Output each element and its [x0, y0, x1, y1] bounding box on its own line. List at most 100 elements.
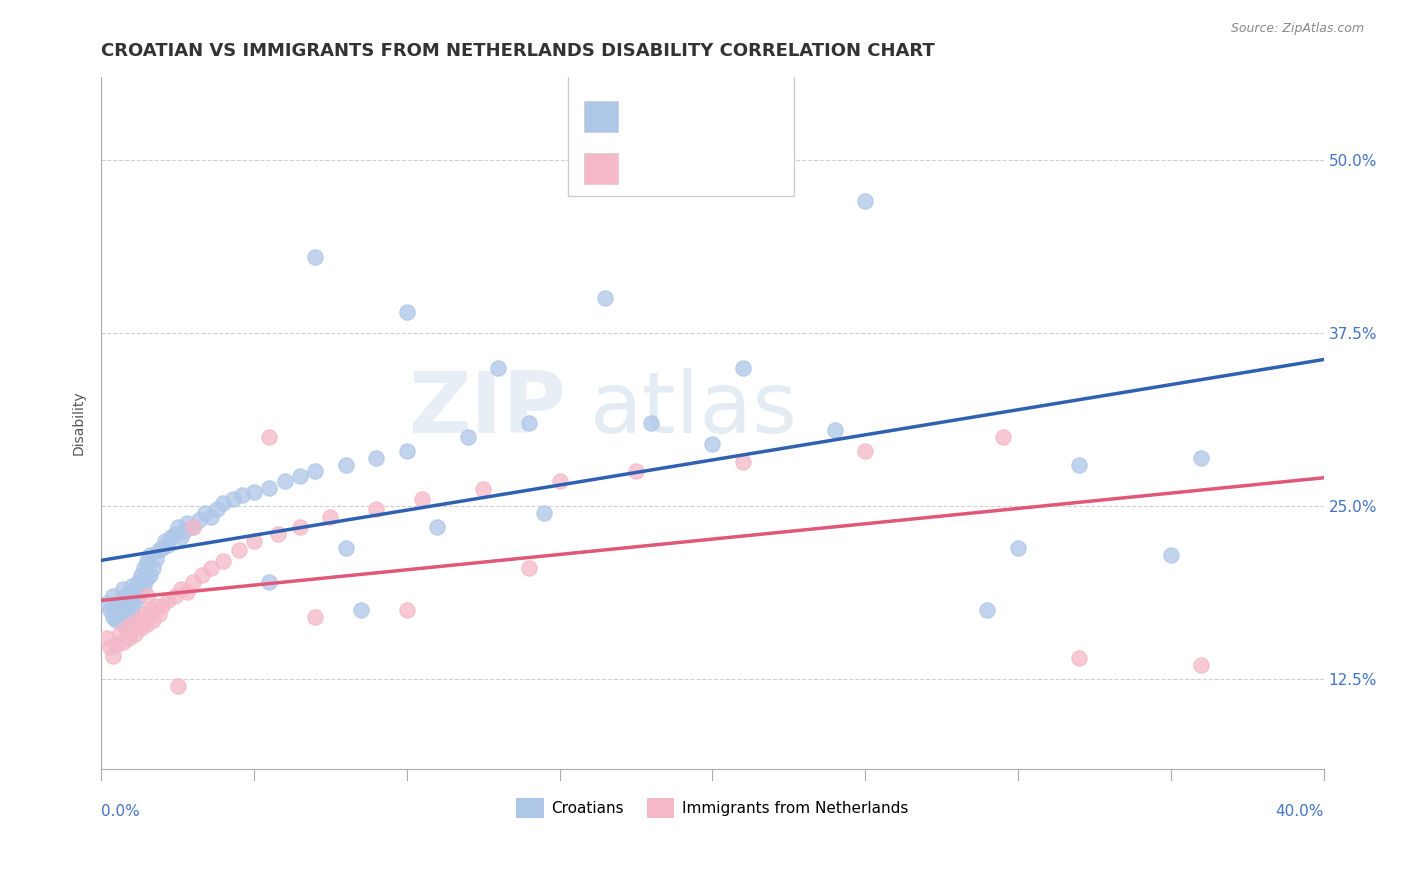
Text: 40.0%: 40.0% — [1275, 804, 1323, 819]
Point — [243, 485, 266, 500]
Point — [127, 613, 149, 627]
Point — [169, 582, 191, 597]
Point — [142, 561, 165, 575]
Point — [243, 533, 266, 548]
Text: atlas: atlas — [591, 368, 799, 450]
Point — [103, 610, 125, 624]
Point — [100, 640, 122, 655]
Point — [517, 561, 540, 575]
Point — [111, 603, 134, 617]
Point — [114, 589, 136, 603]
Point — [731, 455, 754, 469]
Point — [136, 554, 159, 568]
Point — [624, 465, 647, 479]
Point — [853, 443, 876, 458]
Point — [148, 607, 170, 621]
Point — [169, 530, 191, 544]
Point — [824, 423, 846, 437]
Point — [114, 621, 136, 635]
Point — [207, 501, 229, 516]
Point — [426, 520, 449, 534]
Point — [731, 360, 754, 375]
Point — [166, 679, 188, 693]
Point — [127, 575, 149, 590]
Point — [105, 613, 128, 627]
Legend: Croatians, Immigrants from Netherlands: Croatians, Immigrants from Netherlands — [510, 792, 915, 824]
Point — [231, 488, 253, 502]
Point — [304, 610, 326, 624]
Point — [108, 626, 131, 640]
Point — [105, 638, 128, 652]
Point — [108, 593, 131, 607]
Text: Source: ZipAtlas.com: Source: ZipAtlas.com — [1230, 22, 1364, 36]
Text: N = 79: N = 79 — [728, 105, 796, 124]
Point — [267, 526, 290, 541]
Point — [124, 596, 146, 610]
Text: 0.0%: 0.0% — [101, 804, 141, 819]
Point — [111, 635, 134, 649]
Point — [411, 492, 433, 507]
Point — [228, 543, 250, 558]
Point — [1069, 651, 1091, 665]
Point — [395, 603, 418, 617]
Point — [319, 510, 342, 524]
Point — [136, 589, 159, 603]
Point — [124, 626, 146, 640]
Point — [366, 450, 388, 465]
Point — [136, 571, 159, 585]
Point — [1189, 658, 1212, 673]
Point — [259, 575, 281, 590]
Point — [181, 575, 204, 590]
Point — [148, 543, 170, 558]
Point — [150, 541, 173, 555]
Point — [221, 492, 243, 507]
Point — [103, 589, 125, 603]
Point — [640, 416, 662, 430]
Point — [111, 582, 134, 597]
Point — [1189, 450, 1212, 465]
Point — [259, 481, 281, 495]
Point — [1160, 548, 1182, 562]
Point — [114, 599, 136, 613]
Point — [472, 483, 495, 497]
Point — [991, 430, 1014, 444]
Point — [488, 360, 510, 375]
Y-axis label: Disability: Disability — [72, 391, 86, 455]
Point — [139, 548, 162, 562]
Point — [163, 589, 186, 603]
FancyBboxPatch shape — [583, 101, 619, 132]
Point — [191, 568, 214, 582]
FancyBboxPatch shape — [568, 71, 794, 196]
Point — [173, 524, 195, 538]
Point — [304, 465, 326, 479]
FancyBboxPatch shape — [583, 153, 619, 184]
Point — [200, 510, 222, 524]
Point — [157, 538, 180, 552]
Point — [212, 496, 235, 510]
Point — [702, 436, 724, 450]
Point — [136, 616, 159, 631]
Point — [160, 530, 183, 544]
Point — [212, 554, 235, 568]
Text: ZIP: ZIP — [408, 368, 565, 450]
Point — [517, 416, 540, 430]
Point — [111, 616, 134, 631]
Point — [132, 561, 155, 575]
Point — [129, 568, 152, 582]
Point — [127, 589, 149, 603]
Point — [142, 613, 165, 627]
Point — [121, 603, 143, 617]
Point — [100, 603, 122, 617]
Point — [457, 430, 479, 444]
Point — [533, 506, 555, 520]
Point — [595, 291, 617, 305]
Point — [157, 593, 180, 607]
Point — [288, 468, 311, 483]
Point — [176, 585, 198, 599]
Point — [118, 585, 141, 599]
Point — [121, 616, 143, 631]
Point — [976, 603, 998, 617]
Point — [96, 631, 118, 645]
Point — [105, 599, 128, 613]
Point — [132, 579, 155, 593]
